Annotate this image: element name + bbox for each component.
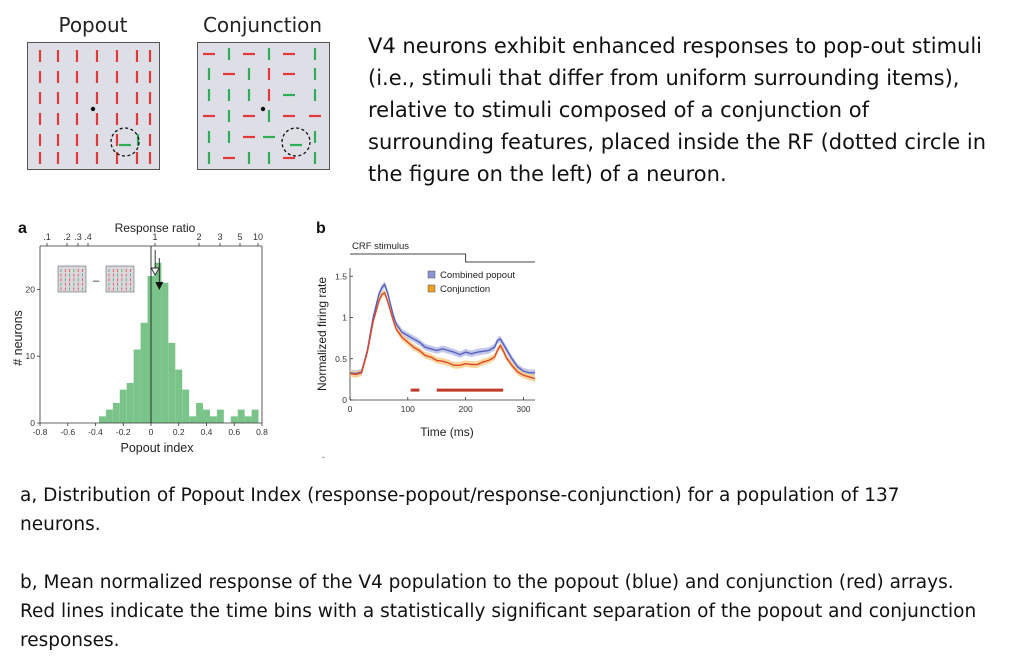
conjunction-stimulus <box>197 42 330 170</box>
histogram-bar <box>105 409 113 423</box>
x-tick-label: 100 <box>401 404 415 414</box>
histogram-bar <box>251 409 259 423</box>
x-tick-label: 0.6 <box>228 427 240 437</box>
histogram-bar <box>230 416 238 423</box>
y-tick-label: 0 <box>342 395 347 405</box>
x-axis-title: Popout index <box>121 441 195 455</box>
x-tick-label: 300 <box>516 404 530 414</box>
histogram-bar <box>189 416 197 423</box>
popout-title: Popout <box>58 13 128 37</box>
error-band <box>350 289 535 382</box>
stimulus-frame <box>27 42 160 170</box>
histogram-bar <box>140 322 148 423</box>
conjunction-thumbnail <box>105 265 135 293</box>
y-tick-label: 20 <box>26 284 36 294</box>
fixation-dot <box>90 106 96 112</box>
intro-text: V4 neurons exhibit enhanced responses to… <box>368 34 987 186</box>
top-tick-label: 10 <box>253 232 263 242</box>
popout-thumbnail <box>57 265 87 293</box>
legend-label: Conjunction <box>440 284 490 295</box>
histogram-bar <box>168 342 176 423</box>
popout-line <box>349 283 535 375</box>
caption-b: b, Mean normalized response of the V4 po… <box>20 572 977 651</box>
legend-swatch <box>427 270 436 279</box>
y-tick-label: 10 <box>26 351 36 361</box>
caption-a: a, Distribution of Popout Index (respons… <box>20 485 900 535</box>
y-tick-label: 1 <box>342 313 347 323</box>
histogram-bar <box>244 416 252 423</box>
y-tick-label: 0.5 <box>335 354 347 364</box>
histogram-bar <box>161 282 169 423</box>
legend-swatch <box>427 284 436 293</box>
y-axis-title: Normalized firing rate <box>315 277 329 391</box>
popout-stimulus <box>27 42 160 170</box>
histogram-bar <box>237 409 245 423</box>
top-tick-label: 2 <box>196 232 201 242</box>
stimulus-frame <box>197 42 330 170</box>
top-axis-title: Response ratio <box>115 221 196 235</box>
top-tick-label: .2 <box>63 232 71 242</box>
legend-label: Combined popout <box>440 270 515 281</box>
x-axis-title: Time (ms) <box>420 425 474 439</box>
histogram-bar <box>98 416 106 423</box>
histogram-bar <box>154 262 162 423</box>
x-tick-label: 200 <box>459 404 473 414</box>
histogram-bar <box>175 369 183 423</box>
histogram-bar <box>196 402 204 423</box>
histogram-bar <box>133 349 141 423</box>
top-tick-label: 1 <box>152 232 157 242</box>
fixation-dot <box>260 106 266 112</box>
panel-b-timecourse: CRF stimulus 0 0.5 1 1.5 0 100 200 300 Combined p… <box>315 241 536 462</box>
panel-a-label: a <box>18 220 27 237</box>
x-tick-label: -0.4 <box>88 427 103 437</box>
x-tick-label: 0 <box>149 427 154 437</box>
histogram-bar <box>119 389 127 423</box>
y-tick-label: 1.5 <box>335 271 347 281</box>
top-tick-label: 3 <box>217 232 222 242</box>
histogram-bar <box>203 409 210 423</box>
conjunction-line <box>349 291 536 380</box>
histogram-bar <box>182 389 190 423</box>
minus-sign: – <box>93 275 100 287</box>
histogram-bar <box>112 402 120 423</box>
x-tick-label: 0 <box>348 404 353 414</box>
crf-trace <box>350 253 535 263</box>
crf-label: CRF stimulus <box>352 241 409 252</box>
x-tick-label: -0.8 <box>33 427 48 437</box>
error-band <box>350 281 535 377</box>
mean-arrow-open <box>150 267 160 276</box>
top-tick-label: .1 <box>43 232 51 242</box>
histogram-bar <box>126 382 134 423</box>
conjunction-title: Conjunction <box>202 13 323 37</box>
histogram-bar <box>216 409 224 423</box>
panel-a-histogram: -0.8 -0.6 -0.4 -0.2 0 0.2 0.4 0.6 0.8 0 10 20 .1 .2.3… <box>11 221 268 455</box>
x-tick-label: 0.8 <box>256 427 268 437</box>
top-tick-label: .4 <box>84 232 92 242</box>
histogram-bar <box>209 416 217 423</box>
footnote-dash: - <box>322 452 325 462</box>
x-tick-label: 0.2 <box>173 427 185 437</box>
rf-circle <box>281 127 311 157</box>
y-tick-label: 0 <box>30 418 35 428</box>
panel-b-label: b <box>316 220 326 237</box>
y-axis-title: # neurons <box>11 310 25 366</box>
x-tick-label: 0.4 <box>201 427 213 437</box>
top-tick-label: .3 <box>74 232 82 242</box>
rf-circle <box>110 127 140 157</box>
median-arrow-filled <box>155 282 164 290</box>
x-tick-label: -0.6 <box>60 427 75 437</box>
x-tick-label: -0.2 <box>116 427 131 437</box>
top-tick-label: 5 <box>237 232 242 242</box>
